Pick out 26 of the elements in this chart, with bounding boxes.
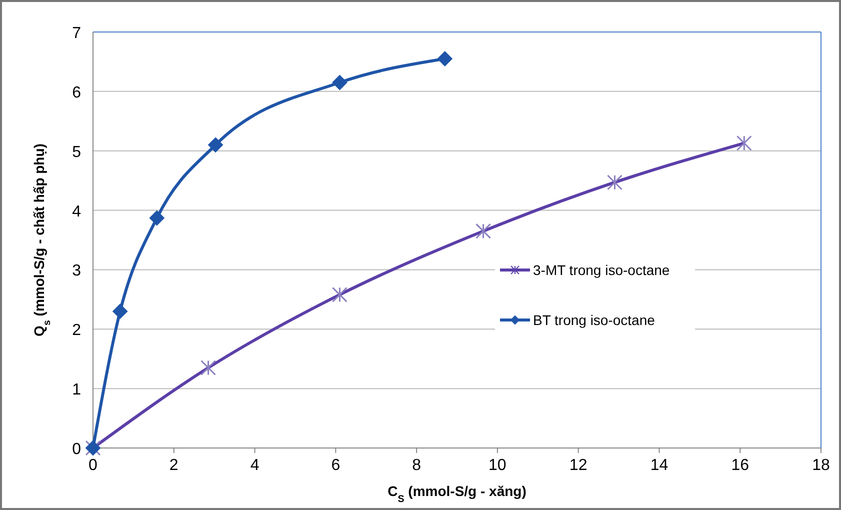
point xyxy=(149,210,164,226)
y-tick-label: 7 xyxy=(72,25,82,42)
x-tick-label: 0 xyxy=(88,457,98,474)
x-tick-label: 8 xyxy=(412,457,422,474)
y-tick-label: 5 xyxy=(72,144,82,161)
point xyxy=(112,304,128,319)
point xyxy=(332,75,348,90)
x-tick-label: 2 xyxy=(169,457,178,474)
point xyxy=(208,137,224,152)
x-tick-label: 18 xyxy=(812,457,830,474)
legend-label: 3-MT trong iso-octane xyxy=(533,262,670,278)
x-axis-title: C$_{S}$ (mmol-S/g - xăng) xyxy=(388,483,526,504)
y-tick-label: 1 xyxy=(72,382,82,399)
y-tick-label: 4 xyxy=(72,203,82,220)
x-tick-label: 16 xyxy=(731,457,750,474)
x-tick-label: 6 xyxy=(331,457,340,474)
y-tick-label: 6 xyxy=(72,84,82,102)
y-tick-label: 3 xyxy=(72,262,82,280)
legend-label: BT trong iso-octane xyxy=(533,312,656,328)
y-tick-label: 2 xyxy=(72,322,82,340)
point xyxy=(437,51,452,66)
x-tick-label: 12 xyxy=(569,457,588,474)
x-tick-label: 4 xyxy=(250,457,260,474)
y-tick-label: 0 xyxy=(72,441,82,458)
x-tick-label: 14 xyxy=(650,457,668,474)
x-tick-label: 10 xyxy=(488,457,506,474)
